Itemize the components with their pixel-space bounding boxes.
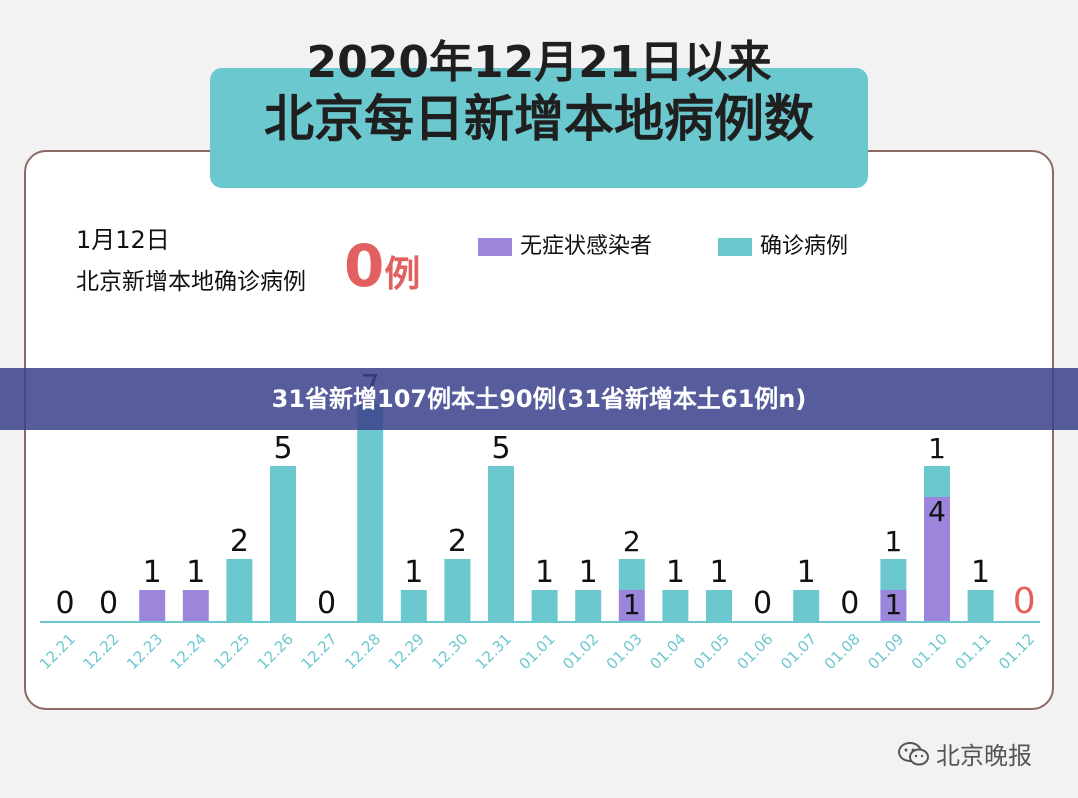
data-label-01.06: 0 <box>753 586 772 621</box>
watermark-text: 北京晚报 <box>936 742 1032 770</box>
data-label-12.26: 5 <box>273 431 292 466</box>
data-label-01.04: 1 <box>666 555 685 590</box>
data-label-01.02: 1 <box>579 555 598 590</box>
x-tick-label-12.21: 12.21 <box>36 630 79 673</box>
legend-swatch-asymptomatic <box>478 238 512 256</box>
bar-confirmed-01.04 <box>662 590 689 621</box>
data-label-01.05: 1 <box>709 555 728 590</box>
bar-asymptomatic-01.09 <box>880 590 907 621</box>
data-label-inner-01.03: 1 <box>623 588 641 621</box>
data-label-12.27: 0 <box>317 586 336 621</box>
bar-confirmed-12.28 <box>357 404 384 621</box>
data-label-12.21: 0 <box>55 586 74 621</box>
data-label-inner-01.09: 1 <box>884 588 902 621</box>
data-label-12.23: 1 <box>143 555 162 590</box>
bar-confirmed-01.03 <box>618 559 645 590</box>
x-tick-label-12.31: 12.31 <box>472 630 515 673</box>
title-line2: 北京每日新增本地病例数 <box>264 90 814 148</box>
x-tick-label-01.07: 01.07 <box>777 630 820 673</box>
title-line1: 2020年12月21日以来 <box>306 37 772 88</box>
x-tick-label-01.09: 01.09 <box>864 630 907 673</box>
bar-confirmed-12.29 <box>400 590 427 621</box>
x-tick-label-01.08: 01.08 <box>821 630 864 673</box>
data-label-12.25: 2 <box>230 524 249 559</box>
data-label-12.24: 1 <box>186 555 205 590</box>
data-label-top-01.09: 1 <box>884 525 902 558</box>
x-tick-label-01.01: 01.01 <box>516 630 559 673</box>
x-tick-label-12.26: 12.26 <box>254 630 297 673</box>
bar-confirmed-01.10 <box>924 466 950 497</box>
bar-confirmed-01.09 <box>880 559 907 590</box>
bar-confirmed-12.26 <box>270 466 296 621</box>
headline-banner[interactable]: 31省新增107例本土90例(31省新增本土61例n) <box>0 368 1078 430</box>
data-label-12.30: 2 <box>448 524 467 559</box>
x-tick-label-12.30: 12.30 <box>428 630 471 673</box>
data-label-01.12: 0 <box>1013 581 1036 622</box>
x-tick-label-12.29: 12.29 <box>385 630 428 673</box>
data-label-12.22: 0 <box>99 586 118 621</box>
data-label-12.31: 5 <box>491 431 510 466</box>
title-box: 2020年12月21日以来 北京每日新增本地病例数 <box>210 38 868 188</box>
x-tick-label-01.04: 01.04 <box>646 630 689 673</box>
headline-value-number: 0 <box>344 232 385 300</box>
x-tick-label-01.10: 01.10 <box>908 630 951 673</box>
x-tick-label-01.05: 01.05 <box>690 630 733 673</box>
bar-confirmed-01.07 <box>793 590 820 621</box>
headline-desc: 北京新增本地确诊病例 <box>76 269 306 295</box>
headline-date: 1月12日 <box>76 226 170 254</box>
x-tick-label-12.27: 12.27 <box>298 630 341 673</box>
x-tick-label-01.02: 01.02 <box>559 630 602 673</box>
data-label-top-01.03: 2 <box>623 525 641 558</box>
x-tick-label-01.06: 01.06 <box>734 630 777 673</box>
bar-asymptomatic-01.03 <box>618 590 645 621</box>
bar-confirmed-01.01 <box>531 590 558 621</box>
x-tick-label-12.28: 12.28 <box>341 630 384 673</box>
bar-asymptomatic-12.24 <box>182 590 209 621</box>
x-tick-label-01.11: 01.11 <box>952 630 995 673</box>
x-tick-label-12.22: 12.22 <box>80 630 123 673</box>
data-label-top-01.10: 1 <box>928 432 946 465</box>
legend-label-confirmed: 确诊病例 <box>760 234 849 259</box>
legend-swatch-confirmed <box>718 238 752 256</box>
legend-label-asymptomatic: 无症状感染者 <box>520 234 653 259</box>
bar-confirmed-01.11 <box>967 590 994 621</box>
headline-value: 0例 <box>344 232 420 300</box>
data-label-01.01: 1 <box>535 555 554 590</box>
bar-confirmed-12.25 <box>226 559 253 621</box>
bar-confirmed-01.05 <box>706 590 732 621</box>
bar-confirmed-12.31 <box>488 466 514 621</box>
data-label-12.29: 1 <box>404 555 423 590</box>
x-tick-label-12.24: 12.24 <box>167 630 210 673</box>
x-tick-label-01.12: 01.12 <box>995 630 1038 673</box>
data-label-01.08: 0 <box>840 586 859 621</box>
bar-asymptomatic-01.10 <box>924 497 950 621</box>
watermark: 北京晚报 <box>898 736 1032 773</box>
headline-value-unit: 例 <box>384 254 421 295</box>
bar-confirmed-12.30 <box>444 559 471 621</box>
legend-item-confirmed: 确诊病例 <box>718 228 848 260</box>
bar-confirmed-01.02 <box>575 590 602 621</box>
legend-item-asymptomatic: 无症状感染者 <box>478 228 652 260</box>
wechat-icon <box>898 741 930 773</box>
x-tick-label-12.25: 12.25 <box>210 630 253 673</box>
bar-asymptomatic-12.23 <box>139 590 166 621</box>
data-label-01.11: 1 <box>971 555 990 590</box>
x-tick-label-12.23: 12.23 <box>123 630 166 673</box>
data-label-01.07: 1 <box>797 555 816 590</box>
data-label-inner-01.10: 4 <box>928 495 946 528</box>
x-tick-label-01.03: 01.03 <box>603 630 646 673</box>
